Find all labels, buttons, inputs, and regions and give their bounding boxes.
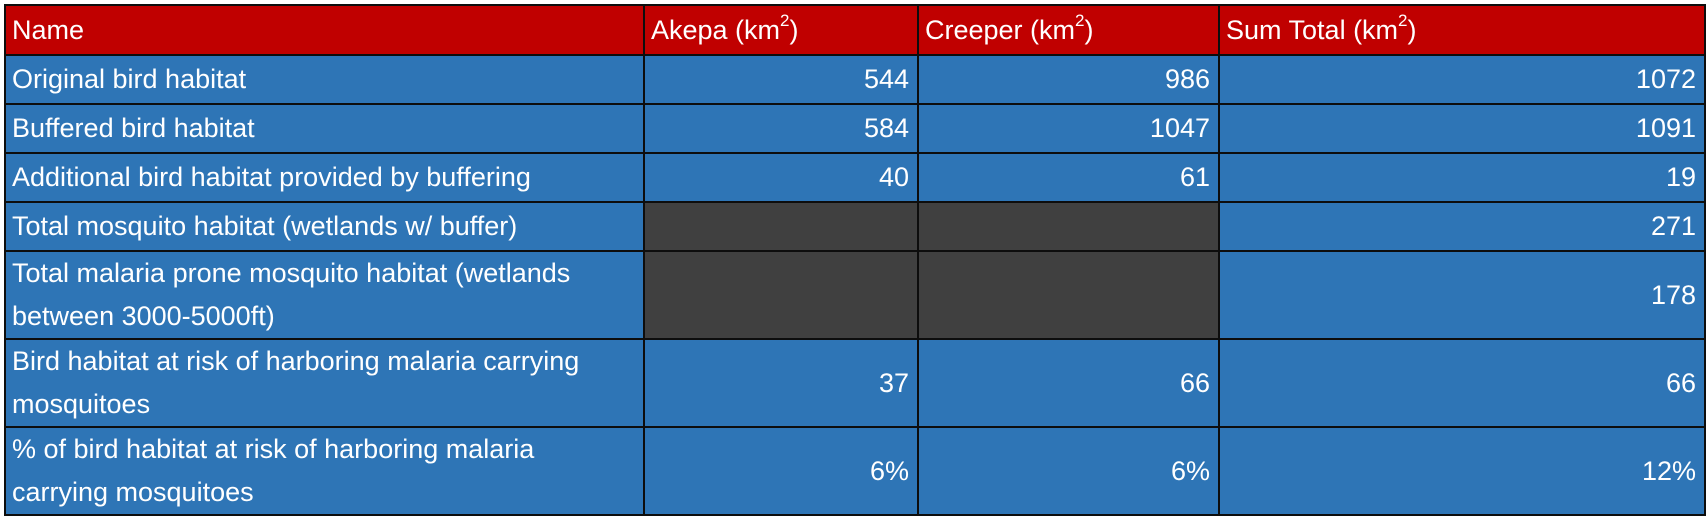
cell-akepa-empty — [643, 201, 919, 252]
row-name: Total mosquito habitat (wetlands w/ buff… — [4, 201, 645, 252]
header-row: Name Akepa (km2) Creeper (km2) Sum Total… — [4, 4, 1706, 56]
cell-sum: 66 — [1218, 338, 1706, 428]
header-sum-unit: 2 — [1398, 10, 1408, 30]
table-row: % of bird habitat at risk of harboring m… — [4, 426, 1706, 516]
header-akepa-label: Akepa (km — [651, 14, 781, 45]
table-row: Buffered bird habitat 584 1047 1091 — [4, 103, 1706, 154]
cell-creeper-empty — [917, 250, 1220, 340]
cell-akepa: 40 — [643, 152, 919, 203]
cell-sum: 19 — [1218, 152, 1706, 203]
header-sum-close: ) — [1407, 14, 1417, 45]
cell-sum: 12% — [1218, 426, 1706, 516]
habitat-table: Name Akepa (km2) Creeper (km2) Sum Total… — [4, 4, 1706, 516]
header-akepa: Akepa (km2) — [643, 4, 919, 56]
header-creeper-unit: 2 — [1075, 10, 1085, 30]
cell-creeper: 986 — [917, 54, 1220, 105]
row-name: Buffered bird habitat — [4, 103, 645, 154]
table-row: Original bird habitat 544 986 1072 — [4, 54, 1706, 105]
header-creeper-close: ) — [1084, 14, 1094, 45]
table-row: Total malaria prone mosquito habitat (we… — [4, 250, 1706, 340]
header-sum-label: Sum Total (km — [1226, 14, 1399, 45]
cell-sum: 271 — [1218, 201, 1706, 252]
table-row: Additional bird habitat provided by buff… — [4, 152, 1706, 203]
cell-creeper: 61 — [917, 152, 1220, 203]
cell-sum: 1072 — [1218, 54, 1706, 105]
cell-creeper: 6% — [917, 426, 1220, 516]
row-name: % of bird habitat at risk of harboring m… — [4, 426, 645, 516]
cell-creeper: 1047 — [917, 103, 1220, 154]
header-sum: Sum Total (km2) — [1218, 4, 1706, 56]
cell-akepa: 6% — [643, 426, 919, 516]
header-creeper: Creeper (km2) — [917, 4, 1220, 56]
cell-akepa: 584 — [643, 103, 919, 154]
table-row: Bird habitat at risk of harboring malari… — [4, 338, 1706, 428]
row-name: Total malaria prone mosquito habitat (we… — [4, 250, 645, 340]
header-name: Name — [4, 4, 645, 56]
row-name: Bird habitat at risk of harboring malari… — [4, 338, 645, 428]
cell-sum: 1091 — [1218, 103, 1706, 154]
cell-akepa-empty — [643, 250, 919, 340]
cell-akepa: 37 — [643, 338, 919, 428]
row-name: Original bird habitat — [4, 54, 645, 105]
row-name: Additional bird habitat provided by buff… — [4, 152, 645, 203]
cell-akepa: 544 — [643, 54, 919, 105]
header-creeper-label: Creeper (km — [925, 14, 1076, 45]
header-name-label: Name — [12, 14, 85, 45]
cell-creeper-empty — [917, 201, 1220, 252]
header-akepa-unit: 2 — [780, 10, 790, 30]
cell-creeper: 66 — [917, 338, 1220, 428]
header-akepa-close: ) — [789, 14, 799, 45]
table-row: Total mosquito habitat (wetlands w/ buff… — [4, 201, 1706, 252]
cell-sum: 178 — [1218, 250, 1706, 340]
